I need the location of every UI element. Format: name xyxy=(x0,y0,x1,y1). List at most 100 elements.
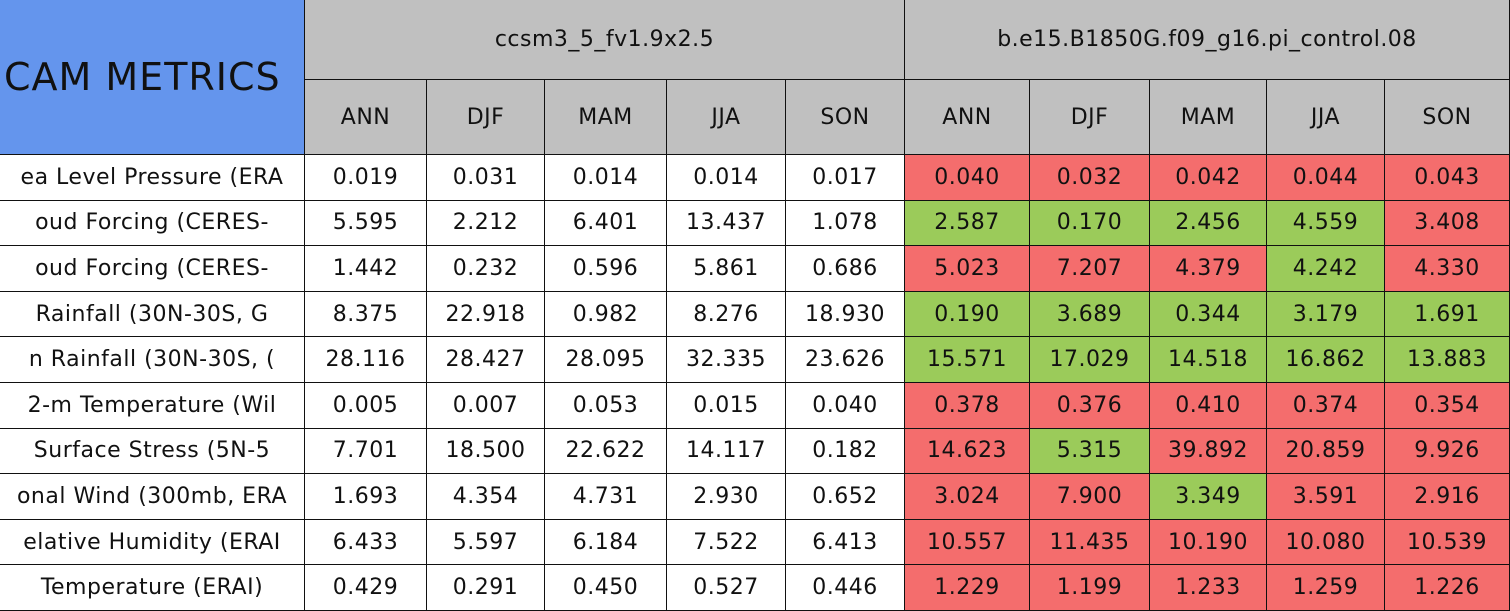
metric-cell: 16.862 xyxy=(1267,337,1385,383)
metric-cell: 1.233 xyxy=(1150,565,1267,611)
metric-cell: 8.276 xyxy=(667,291,786,338)
row-label: ea Level Pressure (ERA xyxy=(0,155,305,201)
metric-cell: 0.378 xyxy=(905,383,1030,429)
metric-cell: 0.446 xyxy=(786,565,905,611)
metric-cell: 4.731 xyxy=(545,474,667,520)
metric-cell: 3.024 xyxy=(905,474,1030,520)
row-label: Rainfall (30N-30S, G xyxy=(0,291,305,338)
metric-cell: 8.375 xyxy=(305,291,427,338)
row-label: Temperature (ERAI) xyxy=(0,565,305,611)
metric-cell: 22.622 xyxy=(545,428,667,475)
metric-cell: 1.078 xyxy=(786,200,905,247)
metric-cell: 7.207 xyxy=(1030,246,1150,292)
group-header: ccsm3_5_fv1.9x2.5 xyxy=(305,0,905,80)
metric-cell: 2.916 xyxy=(1385,474,1510,520)
season-header: DJF xyxy=(1030,80,1150,155)
metric-cell: 1.226 xyxy=(1385,565,1510,611)
metric-cell: 14.117 xyxy=(667,428,786,475)
metric-cell: 0.429 xyxy=(305,565,427,611)
metric-cell: 0.652 xyxy=(786,474,905,520)
metric-cell: 0.014 xyxy=(545,155,667,201)
metric-cell: 0.044 xyxy=(1267,155,1385,201)
metric-cell: 28.095 xyxy=(545,337,667,383)
metric-cell: 0.982 xyxy=(545,291,667,338)
metric-cell: 7.701 xyxy=(305,428,427,475)
season-header: MAM xyxy=(545,80,667,155)
metric-cell: 13.883 xyxy=(1385,337,1510,383)
metric-cell: 20.859 xyxy=(1267,428,1385,475)
metric-cell: 0.015 xyxy=(667,383,786,429)
metric-cell: 23.626 xyxy=(786,337,905,383)
metric-cell: 0.450 xyxy=(545,565,667,611)
metric-cell: 0.686 xyxy=(786,246,905,292)
metric-cell: 0.291 xyxy=(427,565,545,611)
metric-cell: 10.539 xyxy=(1385,519,1510,566)
metric-cell: 4.242 xyxy=(1267,246,1385,292)
metric-cell: 3.408 xyxy=(1385,200,1510,247)
season-header: ANN xyxy=(305,80,427,155)
metric-cell: 5.595 xyxy=(305,200,427,247)
metric-cell: 0.527 xyxy=(667,565,786,611)
metric-cell: 11.435 xyxy=(1030,519,1150,566)
metric-cell: 0.374 xyxy=(1267,383,1385,429)
metric-cell: 2.587 xyxy=(905,200,1030,247)
metric-cell: 4.330 xyxy=(1385,246,1510,292)
metric-cell: 0.040 xyxy=(786,383,905,429)
metric-cell: 0.170 xyxy=(1030,200,1150,247)
metric-cell: 5.315 xyxy=(1030,428,1150,475)
metric-cell: 10.557 xyxy=(905,519,1030,566)
metric-cell: 0.053 xyxy=(545,383,667,429)
row-label: onal Wind (300mb, ERA xyxy=(0,474,305,520)
metric-cell: 4.379 xyxy=(1150,246,1267,292)
metric-cell: 5.597 xyxy=(427,519,545,566)
metric-cell: 0.354 xyxy=(1385,383,1510,429)
metric-cell: 39.892 xyxy=(1150,428,1267,475)
metric-cell: 3.179 xyxy=(1267,291,1385,338)
metric-cell: 1.693 xyxy=(305,474,427,520)
metric-cell: 3.349 xyxy=(1150,474,1267,520)
season-header: SON xyxy=(786,80,905,155)
metric-cell: 3.689 xyxy=(1030,291,1150,338)
row-label: 2-m Temperature (Wil xyxy=(0,383,305,429)
metric-cell: 14.518 xyxy=(1150,337,1267,383)
metric-cell: 1.229 xyxy=(905,565,1030,611)
metric-cell: 6.433 xyxy=(305,519,427,566)
metric-cell: 6.184 xyxy=(545,519,667,566)
metric-cell: 0.376 xyxy=(1030,383,1150,429)
row-label: oud Forcing (CERES- xyxy=(0,200,305,247)
row-label: n Rainfall (30N-30S, ( xyxy=(0,337,305,383)
metric-cell: 15.571 xyxy=(905,337,1030,383)
metric-cell: 0.005 xyxy=(305,383,427,429)
corner-title: CAM METRICS xyxy=(0,0,305,155)
metric-cell: 14.623 xyxy=(905,428,1030,475)
metric-cell: 10.080 xyxy=(1267,519,1385,566)
metric-cell: 22.918 xyxy=(427,291,545,338)
metric-cell: 5.023 xyxy=(905,246,1030,292)
group-header: b.e15.B1850G.f09_g16.pi_control.08 xyxy=(905,0,1510,80)
metric-cell: 17.029 xyxy=(1030,337,1150,383)
metric-cell: 0.232 xyxy=(427,246,545,292)
metric-cell: 1.691 xyxy=(1385,291,1510,338)
metric-cell: 2.212 xyxy=(427,200,545,247)
row-label: elative Humidity (ERAI xyxy=(0,519,305,566)
metric-cell: 13.437 xyxy=(667,200,786,247)
metric-cell: 28.427 xyxy=(427,337,545,383)
metric-cell: 0.019 xyxy=(305,155,427,201)
metric-cell: 18.930 xyxy=(786,291,905,338)
row-label: oud Forcing (CERES- xyxy=(0,246,305,292)
metric-cell: 6.401 xyxy=(545,200,667,247)
metric-cell: 2.930 xyxy=(667,474,786,520)
row-label: Surface Stress (5N-5 xyxy=(0,428,305,475)
metric-cell: 0.182 xyxy=(786,428,905,475)
metric-cell: 28.116 xyxy=(305,337,427,383)
metric-cell: 0.042 xyxy=(1150,155,1267,201)
metric-cell: 6.413 xyxy=(786,519,905,566)
season-header: MAM xyxy=(1150,80,1267,155)
metric-cell: 2.456 xyxy=(1150,200,1267,247)
season-header: JJA xyxy=(1267,80,1385,155)
metric-cell: 7.522 xyxy=(667,519,786,566)
season-header: JJA xyxy=(667,80,786,155)
metric-cell: 0.014 xyxy=(667,155,786,201)
metric-cell: 1.442 xyxy=(305,246,427,292)
